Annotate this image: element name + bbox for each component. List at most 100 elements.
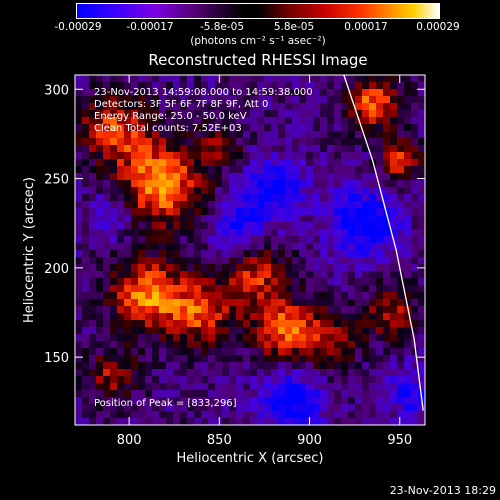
heatmap-cell	[117, 348, 125, 356]
heatmap-cell	[145, 215, 153, 223]
heatmap-cell	[383, 313, 391, 321]
heatmap-cell	[173, 369, 181, 377]
heatmap-cell	[418, 180, 426, 188]
heatmap-cell	[96, 320, 104, 328]
heatmap-cell	[229, 327, 237, 335]
heatmap-cell	[236, 271, 244, 279]
heatmap-cell	[236, 250, 244, 258]
heatmap-cell	[194, 390, 202, 398]
heatmap-cell	[117, 75, 125, 83]
heatmap-cell	[411, 334, 419, 342]
heatmap-cell	[390, 313, 398, 321]
heatmap-cell	[285, 376, 293, 384]
heatmap-cell	[306, 138, 314, 146]
heatmap-cell	[306, 411, 314, 419]
heatmap-cell	[82, 299, 90, 307]
heatmap-cell	[369, 236, 377, 244]
heatmap-cell	[390, 96, 398, 104]
heatmap-cell	[180, 166, 188, 174]
heatmap-cell	[110, 89, 118, 97]
heatmap-cell	[257, 348, 265, 356]
heatmap-cell	[236, 404, 244, 412]
heatmap-cell	[236, 103, 244, 111]
heatmap-cell	[201, 131, 209, 139]
heatmap-cell	[173, 327, 181, 335]
heatmap-cell	[110, 376, 118, 384]
heatmap-cell	[348, 194, 356, 202]
heatmap-cell	[285, 264, 293, 272]
heatmap-cell	[411, 320, 419, 328]
heatmap-cell	[278, 152, 286, 160]
heatmap-cell	[82, 376, 90, 384]
heatmap-cell	[152, 117, 160, 125]
heatmap-cell	[131, 320, 139, 328]
heatmap-cell	[250, 201, 258, 209]
heatmap-cell	[320, 75, 328, 83]
heatmap-cell	[89, 138, 97, 146]
heatmap-cell	[306, 89, 314, 97]
heatmap-cell	[124, 278, 132, 286]
heatmap-cell	[383, 250, 391, 258]
heatmap-cell	[96, 180, 104, 188]
heatmap-cell	[355, 292, 363, 300]
heatmap-cell	[117, 243, 125, 251]
heatmap-cell	[404, 222, 412, 230]
heatmap-cell	[306, 124, 314, 132]
heatmap-cell	[292, 264, 300, 272]
heatmap-cell	[250, 334, 258, 342]
heatmap-cell	[187, 355, 195, 363]
heatmap-cell	[187, 341, 195, 349]
heatmap-cell	[215, 131, 223, 139]
heatmap-cell	[411, 243, 419, 251]
heatmap-cell	[355, 334, 363, 342]
heatmap-cell	[110, 362, 118, 370]
heatmap-cell	[264, 306, 272, 314]
heatmap-cell	[306, 166, 314, 174]
heatmap-cell	[257, 285, 265, 293]
heatmap-cell	[236, 208, 244, 216]
heatmap-cell	[348, 250, 356, 258]
heatmap-cell	[376, 82, 384, 90]
heatmap-cell	[131, 250, 139, 258]
heatmap-cell	[110, 348, 118, 356]
heatmap-cell	[124, 250, 132, 258]
heatmap-cell	[264, 397, 272, 405]
heatmap-cell	[264, 82, 272, 90]
heatmap-cell	[243, 383, 251, 391]
heatmap-cell	[96, 390, 104, 398]
heatmap-cell	[334, 285, 342, 293]
heatmap-cell	[180, 103, 188, 111]
heatmap-cell	[75, 82, 83, 90]
heatmap-cell	[75, 348, 83, 356]
heatmap-cell	[341, 222, 349, 230]
heatmap-cell	[271, 173, 279, 181]
heatmap-cell	[82, 103, 90, 111]
heatmap-cell	[341, 187, 349, 195]
heatmap-cell	[292, 131, 300, 139]
heatmap-cell	[131, 362, 139, 370]
heatmap-cell	[292, 138, 300, 146]
heatmap-cell	[201, 278, 209, 286]
heatmap-cell	[201, 418, 209, 426]
heatmap-cell	[96, 208, 104, 216]
heatmap-cell	[222, 138, 230, 146]
heatmap-cell	[327, 397, 335, 405]
heatmap-cell	[194, 215, 202, 223]
heatmap-cell	[82, 390, 90, 398]
heatmap-cell	[236, 285, 244, 293]
heatmap-cell	[299, 159, 307, 167]
heatmap-cell	[103, 180, 111, 188]
heatmap-cell	[124, 96, 132, 104]
heatmap-cell	[152, 138, 160, 146]
heatmap-cell	[278, 229, 286, 237]
heatmap-cell	[96, 131, 104, 139]
heatmap-cell	[187, 236, 195, 244]
heatmap-cell	[341, 278, 349, 286]
heatmap-cell	[313, 159, 321, 167]
heatmap-cell	[404, 404, 412, 412]
heatmap-cell	[131, 292, 139, 300]
heatmap-cell	[327, 166, 335, 174]
heatmap-cell	[194, 383, 202, 391]
heatmap-cell	[96, 327, 104, 335]
heatmap-cell	[103, 187, 111, 195]
